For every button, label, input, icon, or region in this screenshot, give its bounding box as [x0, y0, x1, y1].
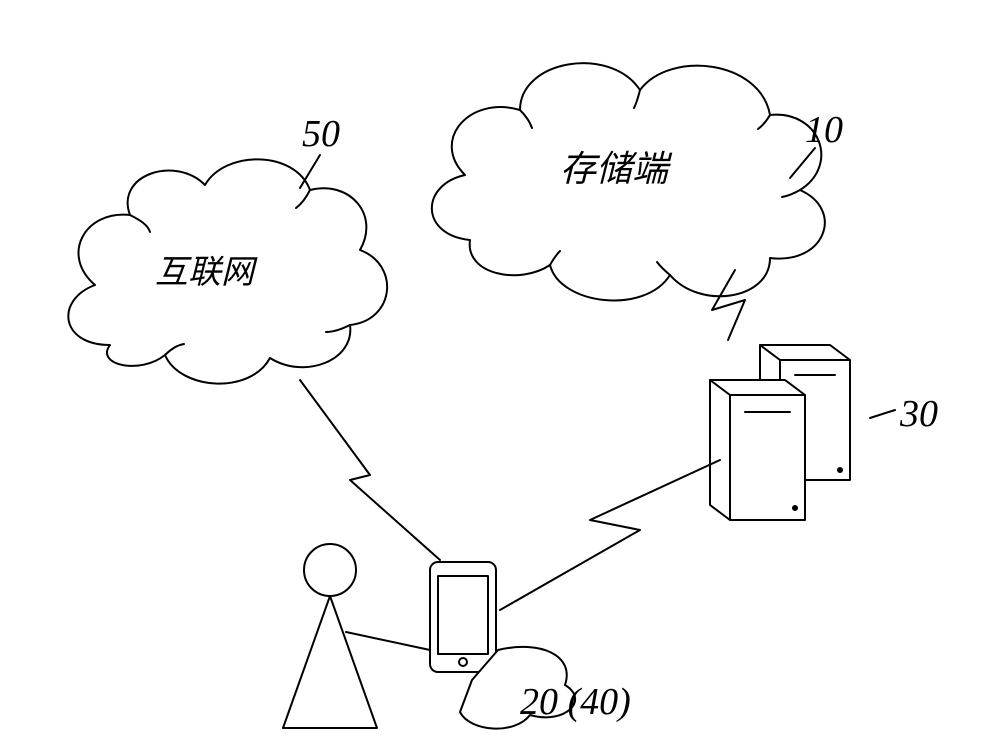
- internet-cloud-label: 互联网: [155, 245, 254, 293]
- edge-storage-servers: [712, 270, 745, 340]
- leader-30: [870, 410, 895, 418]
- servers-shape: [710, 345, 850, 520]
- leader-10: [790, 148, 815, 178]
- storage-cloud-label: 存储端: [560, 140, 668, 192]
- storage-cloud-ref: 10: [805, 108, 843, 152]
- servers-ref: 30: [900, 392, 938, 436]
- diagram-stage: 互联网 50 存储端 10 30 20 (40): [0, 0, 1000, 746]
- diagram-svg: [0, 0, 1000, 746]
- leader-50: [300, 155, 320, 188]
- edge-internet-phone: [300, 380, 440, 560]
- edge-servers-phone: [500, 460, 720, 610]
- internet-cloud-ref: 50: [302, 112, 340, 156]
- user-phone-ref: 20 (40): [520, 680, 631, 724]
